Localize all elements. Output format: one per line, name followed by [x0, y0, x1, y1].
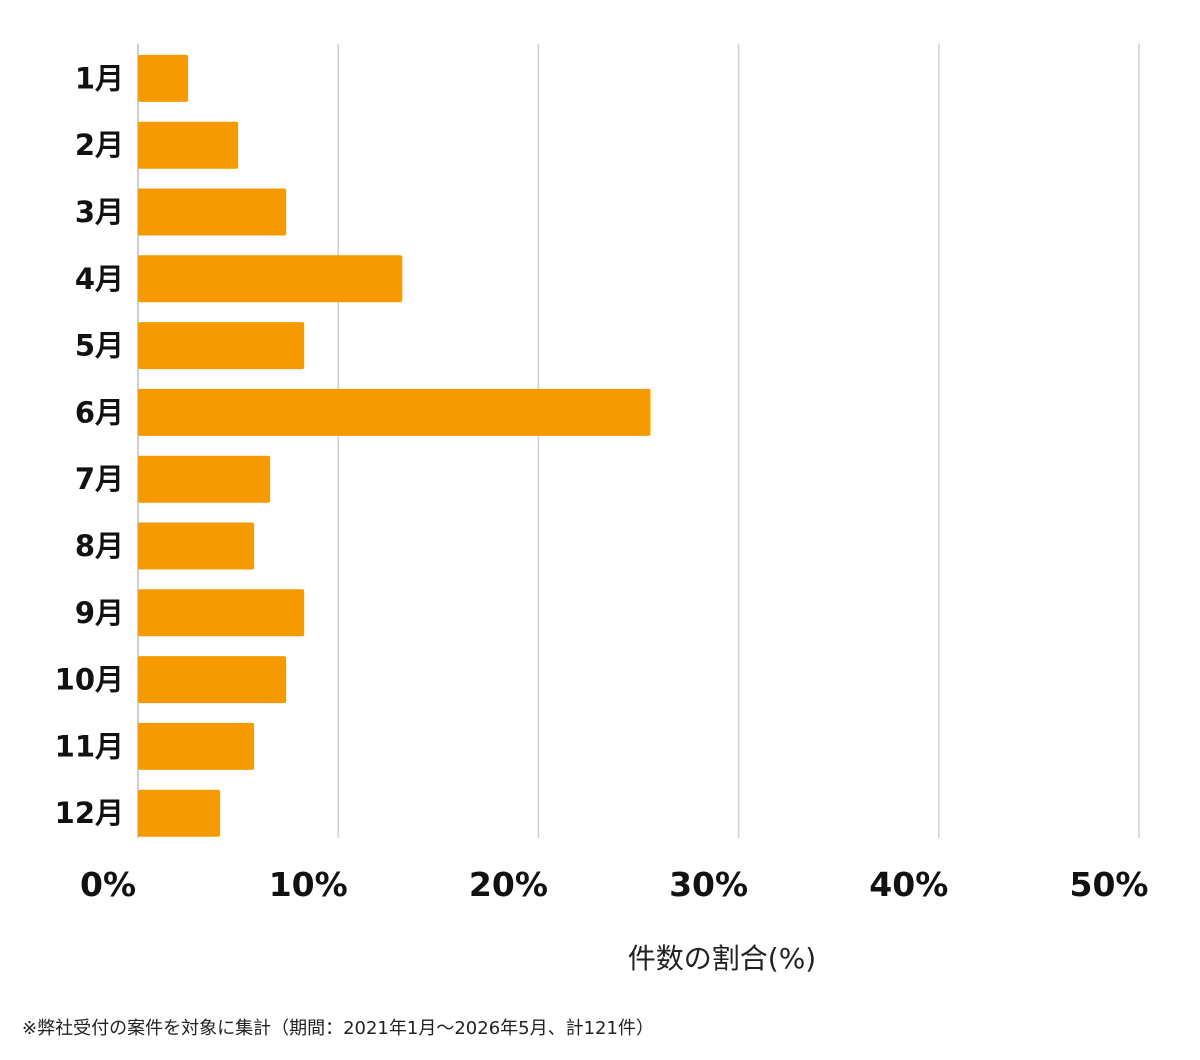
category-labels: 1月 2月 3月 4月 5月 6月 7月 8月 9月 10月 11月 12月 — [55, 61, 124, 830]
bar — [138, 255, 403, 303]
category-label: 2月 — [75, 128, 124, 162]
category-label: 3月 — [75, 195, 124, 229]
bar — [138, 54, 189, 102]
category-label: 8月 — [75, 529, 124, 563]
bar — [138, 789, 221, 837]
category-label: 5月 — [75, 329, 124, 363]
category-label: 11月 — [55, 729, 124, 763]
category-label: 9月 — [75, 596, 124, 630]
category-label: 6月 — [75, 395, 124, 429]
x-tick-labels: 0% 10% 20% 30% 40% 50% — [80, 865, 1149, 904]
x-tick-label: 50% — [1070, 865, 1149, 904]
bar — [138, 121, 239, 169]
x-tick-label: 0% — [80, 865, 136, 904]
bar — [138, 522, 255, 570]
x-tick-label: 40% — [869, 865, 948, 904]
category-label: 10月 — [55, 663, 124, 697]
category-label: 1月 — [75, 61, 124, 95]
footnote: ※弊社受付の案件を対象に集計（期間：2021年1月〜2026年5月、計121件） — [22, 1018, 654, 1039]
x-tick-label: 30% — [669, 865, 748, 904]
category-label: 4月 — [75, 262, 124, 296]
bar — [138, 322, 305, 370]
x-axis-title: 件数の割合(%) — [628, 942, 816, 975]
bar — [138, 188, 287, 236]
bars — [138, 54, 651, 837]
x-tick-label: 20% — [469, 865, 548, 904]
category-label: 7月 — [75, 462, 124, 496]
category-label: 12月 — [55, 796, 124, 830]
bar — [138, 589, 305, 637]
x-tick-label: 10% — [269, 865, 348, 904]
bar — [138, 388, 651, 436]
bar — [138, 455, 271, 503]
gridlines — [137, 44, 1140, 838]
bar — [138, 656, 287, 704]
bar — [138, 722, 255, 770]
